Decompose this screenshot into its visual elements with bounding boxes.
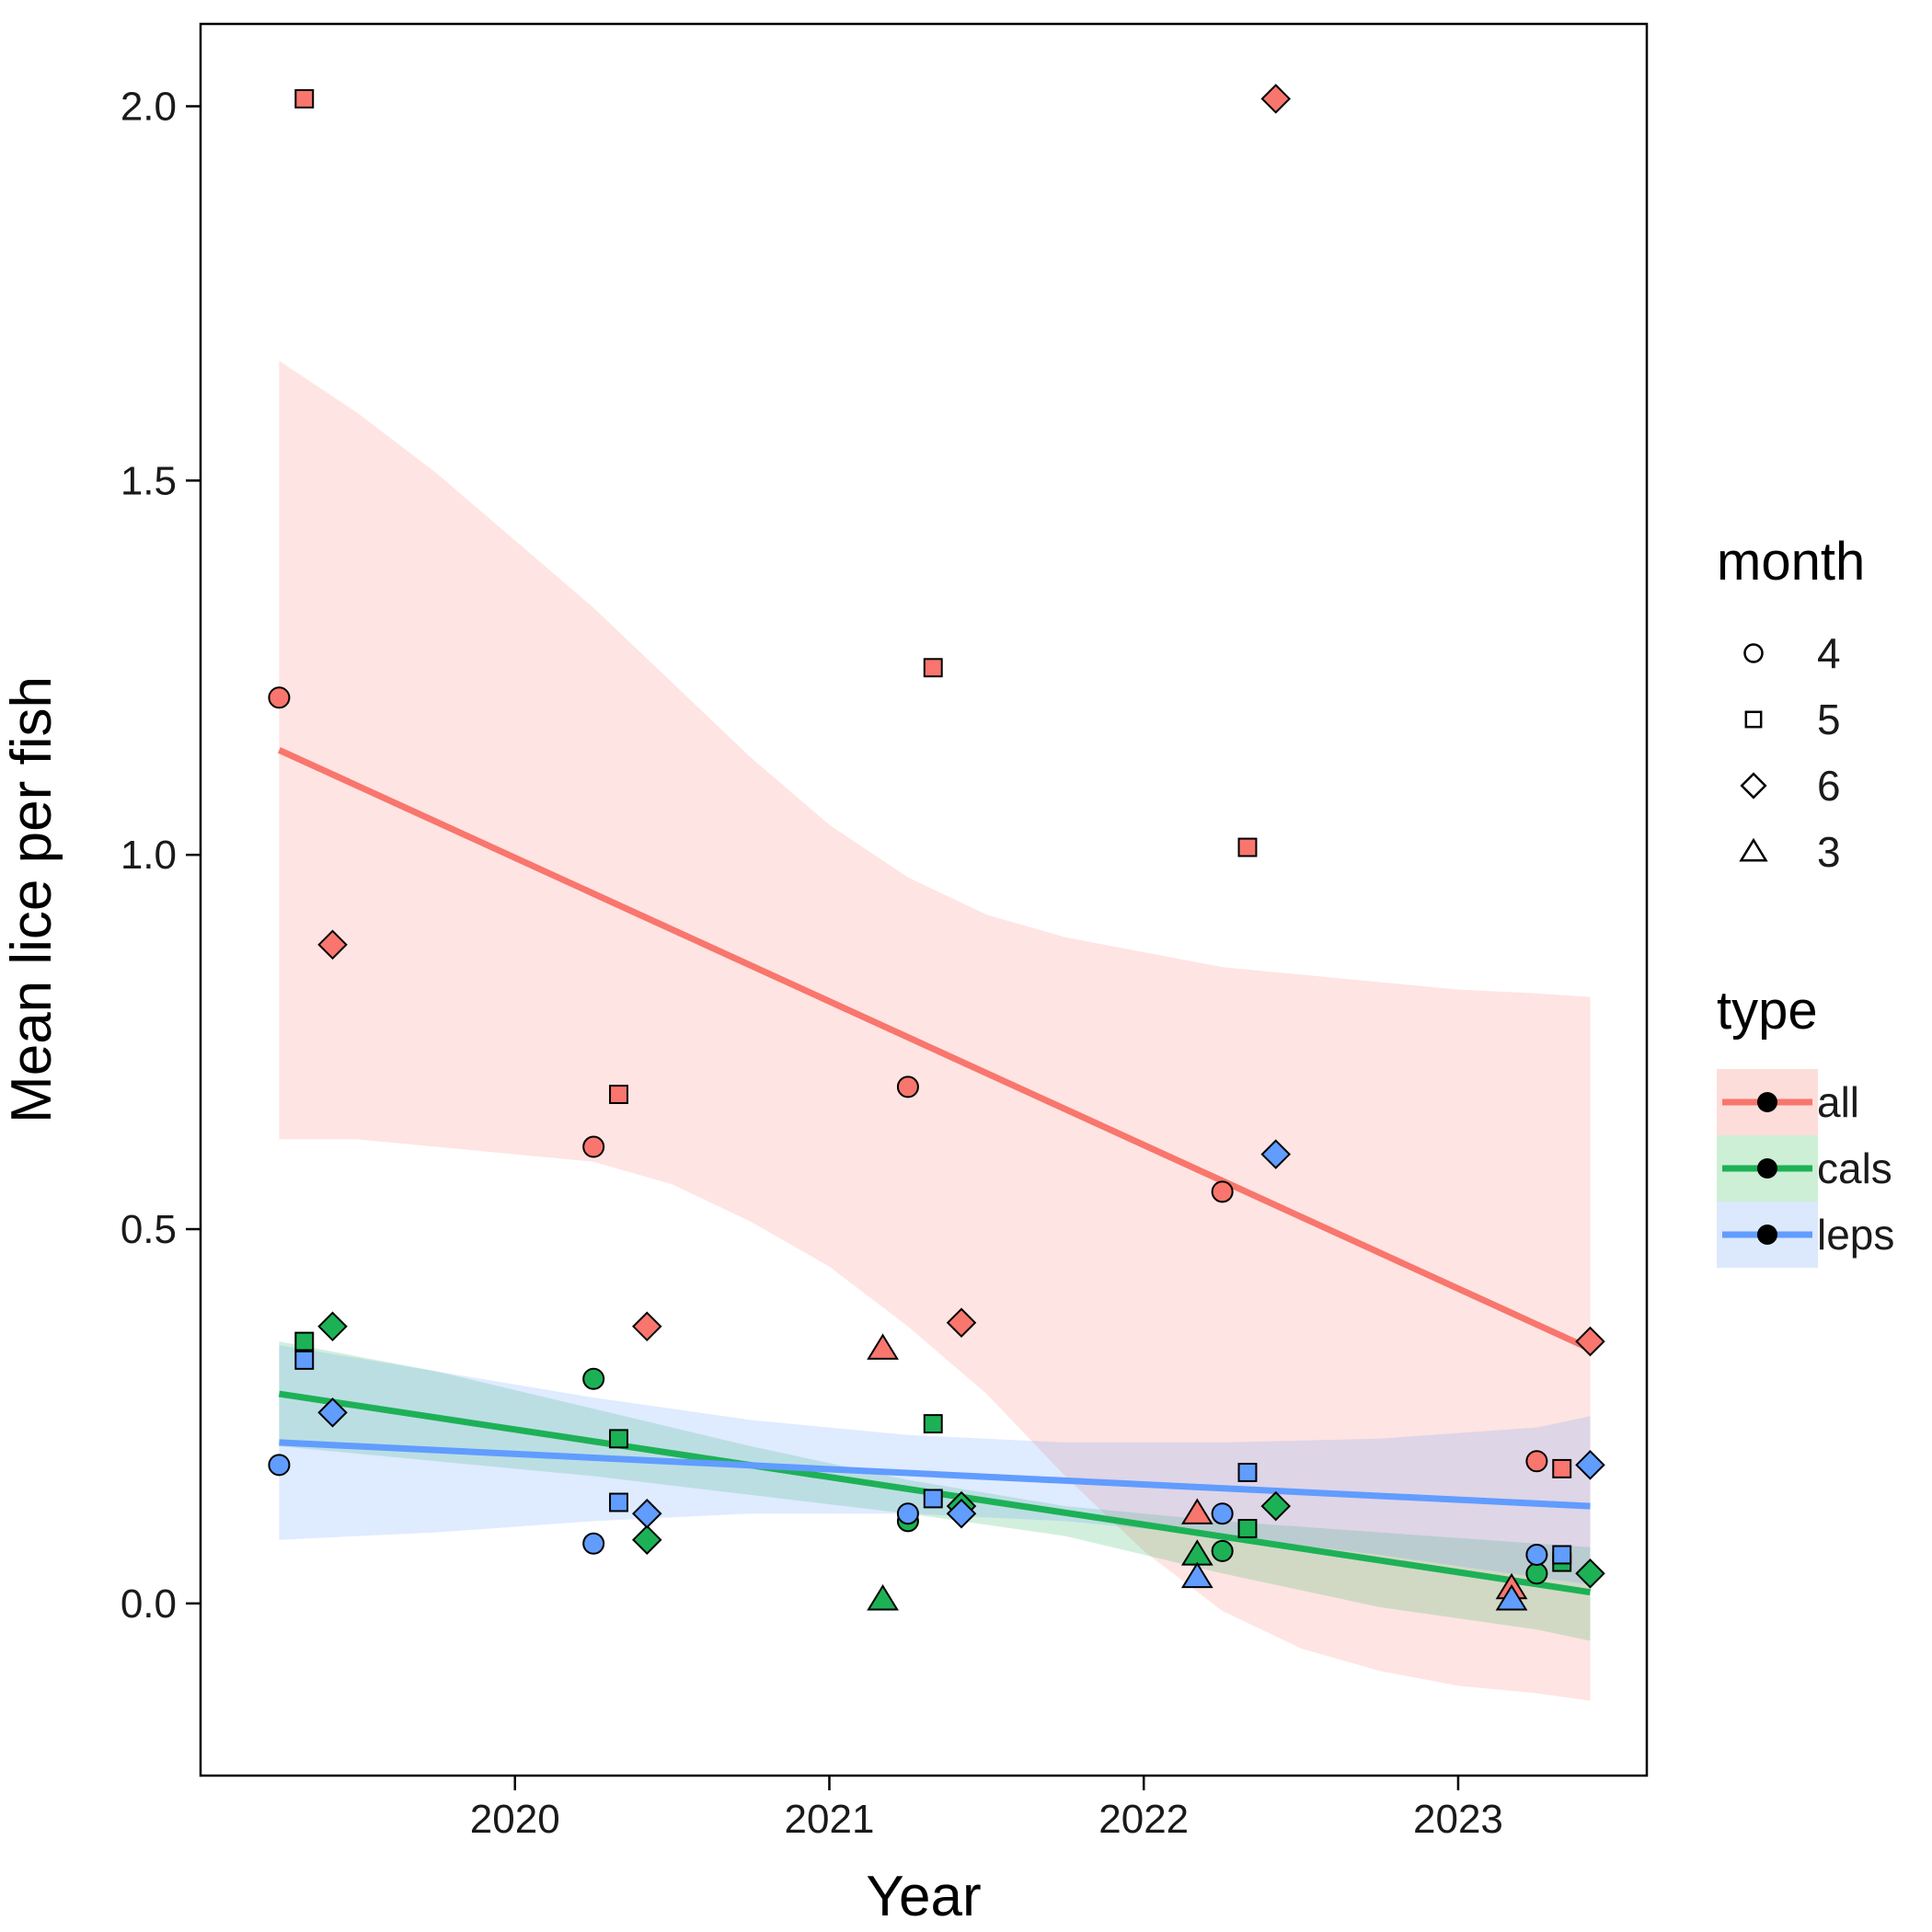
- legend-month-key-4: [1743, 643, 1764, 663]
- point-cals-2: [582, 1367, 605, 1390]
- x-tick-label: 2022: [1098, 1797, 1189, 1842]
- point-leps-2: [317, 1397, 348, 1428]
- y-tick-label: 2.0: [121, 85, 177, 130]
- point-leps-9: [1180, 1561, 1213, 1589]
- point-all-7: [896, 1075, 919, 1098]
- point-cals-7: [923, 1414, 943, 1434]
- point-leps-16: [1575, 1450, 1605, 1480]
- legend-type-label-all: all: [1817, 1078, 1859, 1126]
- plot-panel-border: [199, 22, 1649, 1777]
- point-all-16: [1552, 1458, 1572, 1478]
- y-tick-label: 1.5: [121, 458, 177, 503]
- fit-line-all: [277, 747, 1592, 1352]
- point-all-11: [1211, 1180, 1234, 1203]
- point-all-15: [1525, 1450, 1548, 1473]
- point-cals-5: [867, 1584, 899, 1611]
- legend-type-dot-cals: [1757, 1158, 1777, 1179]
- point-cals-13: [1525, 1562, 1548, 1585]
- legend-month-label-4: 4: [1817, 629, 1841, 677]
- point-all-3: [582, 1135, 605, 1158]
- point-leps-4: [609, 1492, 628, 1512]
- point-all-8: [923, 658, 943, 678]
- legend-type-title: type: [1717, 981, 1818, 1041]
- point-leps-5: [632, 1498, 662, 1529]
- point-leps-3: [582, 1532, 605, 1555]
- ribbon-all: [279, 361, 1591, 1701]
- y-axis-title: Mean lice per fish: [0, 676, 63, 1123]
- point-leps-1: [294, 1350, 315, 1370]
- point-cals-4: [632, 1524, 662, 1555]
- legend-type-dot-all: [1757, 1092, 1777, 1112]
- point-all-4: [609, 1085, 628, 1105]
- point-leps-6: [896, 1502, 919, 1525]
- point-leps-14: [1525, 1543, 1548, 1566]
- x-axis: 2020 2021 2022 2023: [470, 1776, 1503, 1842]
- point-leps-11: [1237, 1463, 1258, 1482]
- point-leps-8: [946, 1498, 977, 1529]
- data-points: [268, 84, 1605, 1611]
- legend-type: type all cals leps: [1717, 981, 1894, 1268]
- point-all-13: [1260, 84, 1292, 114]
- ribbon-leps: [279, 1345, 1591, 1585]
- y-axis: 0.0 0.5 1.0 1.5 2.0: [121, 85, 201, 1627]
- legend-month-label-5: 5: [1817, 696, 1841, 743]
- legend-type-label-leps: leps: [1817, 1211, 1894, 1259]
- point-cals-12: [1260, 1490, 1292, 1522]
- legend-month-key-6: [1740, 772, 1767, 799]
- legend-month-key-3: [1739, 837, 1768, 862]
- x-axis-title: Year: [866, 1865, 981, 1928]
- legend-month-label-6: 6: [1817, 762, 1841, 810]
- point-all-1: [294, 88, 315, 109]
- point-all-10: [1180, 1498, 1213, 1524]
- y-tick-label: 0.5: [121, 1207, 177, 1252]
- point-all-12: [1237, 837, 1258, 857]
- point-all-17: [1575, 1326, 1605, 1357]
- point-cals-10: [1211, 1539, 1234, 1562]
- legend-month-label-3: 3: [1817, 828, 1841, 876]
- x-tick-label: 2023: [1413, 1797, 1503, 1842]
- point-leps-12: [1260, 1139, 1292, 1169]
- point-all-9: [946, 1307, 977, 1338]
- point-all-6: [867, 1333, 899, 1360]
- legend-type-label-cals: cals: [1817, 1144, 1892, 1192]
- point-cals-0: [294, 1331, 315, 1351]
- y-tick-label: 0.0: [121, 1581, 177, 1627]
- x-tick-label: 2020: [470, 1797, 560, 1842]
- point-cals-3: [609, 1429, 628, 1449]
- point-leps-15: [1552, 1545, 1572, 1565]
- legend-month: month 4 5 6 3: [1717, 532, 1865, 876]
- point-leps-0: [268, 1454, 291, 1477]
- point-leps-7: [923, 1489, 943, 1509]
- point-leps-10: [1211, 1502, 1234, 1525]
- x-tick-label: 2021: [785, 1797, 875, 1842]
- legend-month-key-5: [1744, 710, 1763, 729]
- point-cals-15: [1575, 1558, 1605, 1589]
- fit-line-leps: [279, 1439, 1591, 1510]
- point-cals-11: [1237, 1519, 1258, 1538]
- legend-month-title: month: [1717, 532, 1865, 592]
- point-all-2: [317, 929, 348, 960]
- point-all-5: [632, 1311, 662, 1342]
- point-leps-13: [1495, 1584, 1528, 1611]
- point-cals-1: [317, 1311, 348, 1342]
- legend-type-dot-leps: [1757, 1225, 1777, 1245]
- point-all-0: [268, 686, 291, 709]
- y-tick-label: 1.0: [121, 833, 177, 878]
